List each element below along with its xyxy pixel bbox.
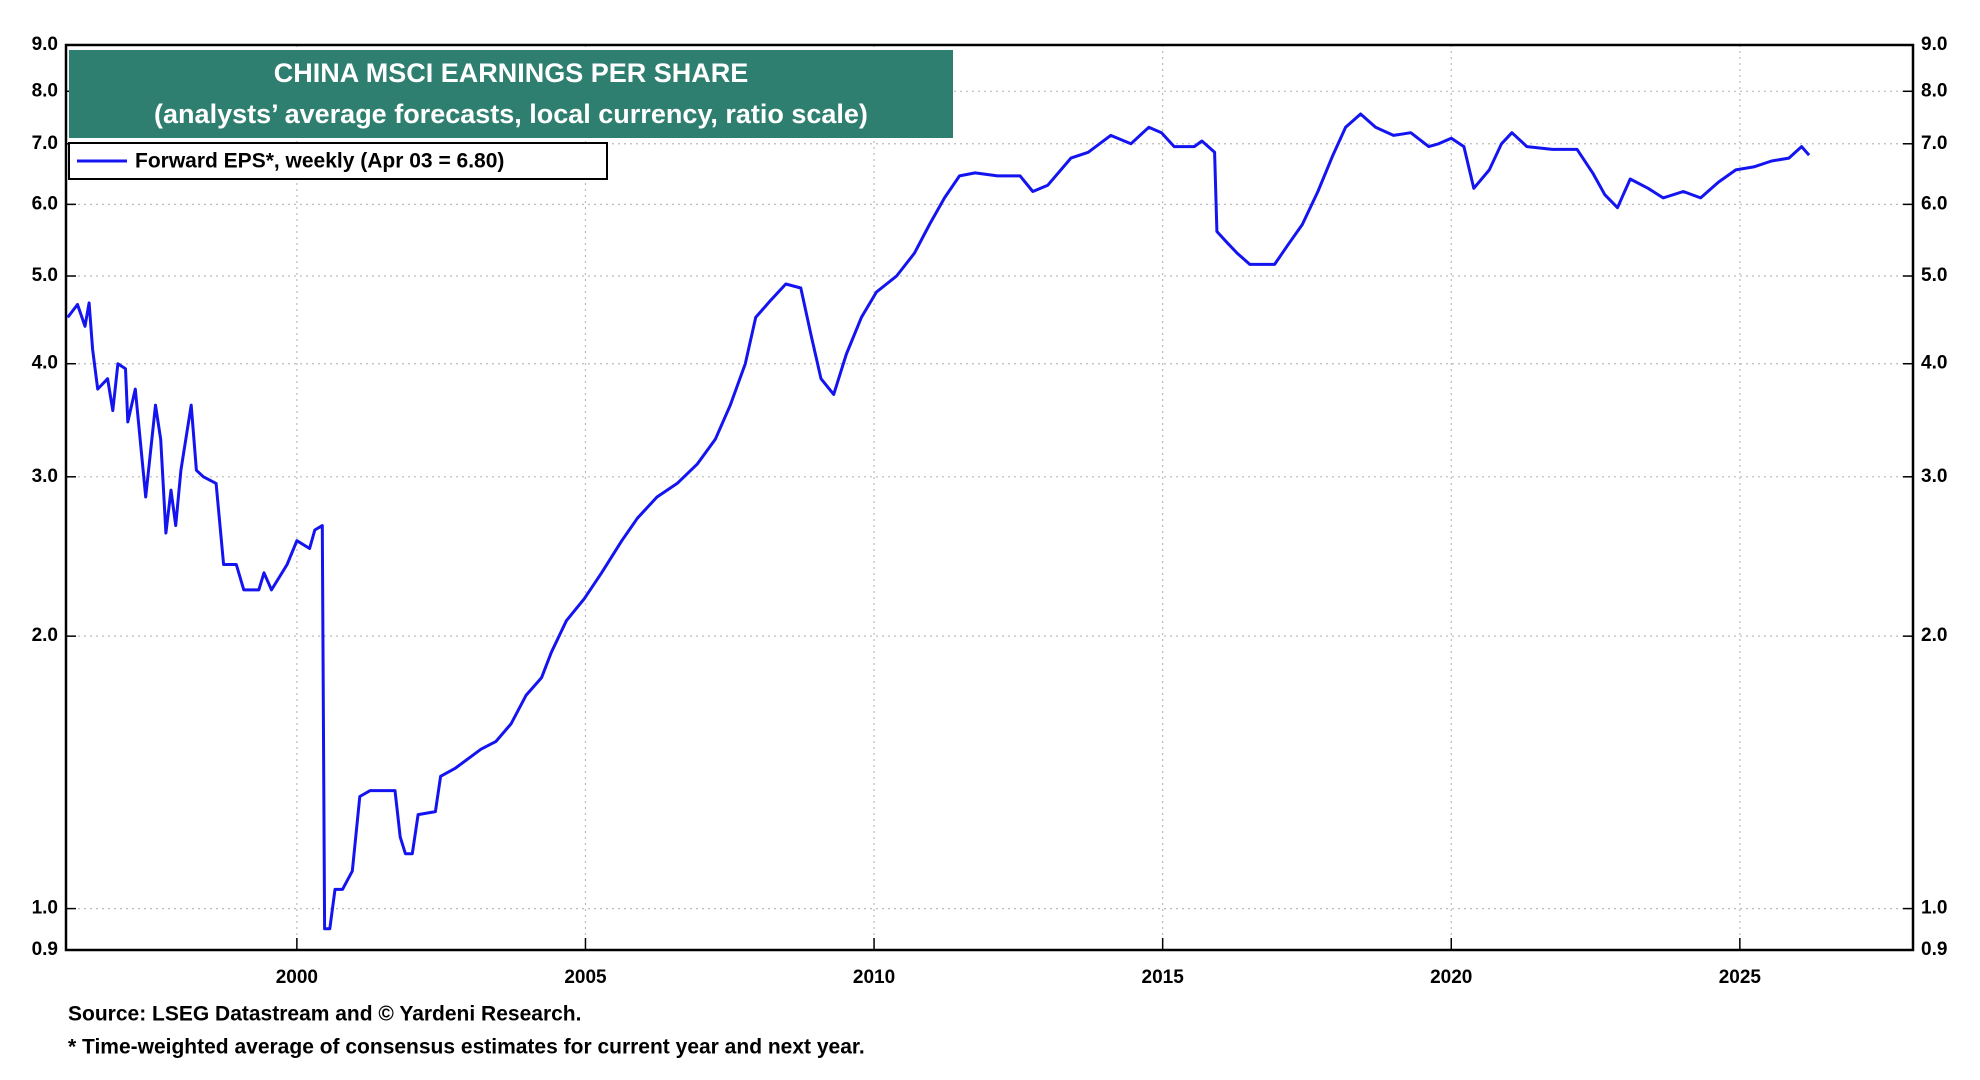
y2-tick-label: 8.0	[1921, 80, 1947, 101]
y2-tick-label: 7.0	[1921, 133, 1947, 154]
x-tick-label: 2005	[564, 967, 607, 988]
chart-title: CHINA MSCI EARNINGS PER SHARE	[274, 58, 749, 88]
y2-tick-label: 3.0	[1921, 466, 1947, 487]
chart-subtitle: (analysts’ average forecasts, local curr…	[154, 99, 868, 129]
title-box	[69, 50, 953, 138]
y2-tick-label: 6.0	[1921, 193, 1947, 214]
y-tick-label: 1.0	[32, 898, 58, 919]
x-tick-label: 2010	[853, 967, 895, 988]
x-tick-label: 2020	[1430, 967, 1472, 988]
y-tick-label: 3.0	[32, 466, 58, 487]
y2-tick-label: 4.0	[1921, 353, 1947, 374]
y-tick-label: 4.0	[32, 353, 58, 374]
y-tick-label: 9.0	[32, 34, 58, 55]
source: Source: LSEG Datastream and © Yardeni Re…	[68, 1003, 581, 1026]
x-tick-label: 2025	[1719, 967, 1762, 988]
x-tick-label: 2000	[276, 967, 318, 988]
y2-tick-label: 0.9	[1921, 939, 1947, 960]
legend-label: Forward EPS*, weekly (Apr 03 = 6.80)	[135, 150, 504, 173]
y-tick-label: 7.0	[32, 133, 58, 154]
y2-tick-label: 2.0	[1921, 625, 1947, 646]
plot-frame	[64, 43, 1915, 952]
y2-tick-label: 1.0	[1921, 898, 1947, 919]
y-tick-label: 6.0	[32, 193, 58, 214]
y2-tick-label: 5.0	[1921, 265, 1947, 286]
y-tick-label: 0.9	[32, 939, 58, 960]
legend: Forward EPS*, weekly (Apr 03 = 6.80)	[68, 142, 608, 180]
data-line	[66, 112, 1811, 931]
y2-tick-label: 9.0	[1921, 34, 1947, 55]
y-tick-label: 8.0	[32, 80, 58, 101]
legend-box	[68, 142, 608, 180]
footnote: * Time-weighted average of consensus est…	[68, 1036, 865, 1059]
x-tick-label: 2015	[1142, 967, 1185, 988]
y-tick-label: 5.0	[32, 265, 58, 286]
y-tick-label: 2.0	[32, 625, 58, 646]
